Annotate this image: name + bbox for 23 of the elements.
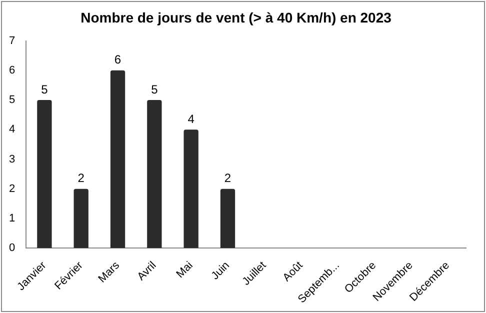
x-tick-label: Juin: [209, 260, 232, 282]
bar: [110, 70, 126, 248]
data-label: 2: [78, 171, 85, 186]
y-tick-label: 0: [8, 242, 16, 254]
bar: [147, 100, 162, 248]
data-label: 5: [151, 82, 158, 96]
data-label: 6: [114, 52, 122, 67]
y-tick-label: 3: [8, 153, 16, 166]
chart-title: Nombre de jours de vent (> à 40 Km/h) en 2023: [80, 9, 392, 26]
y-tick-label: 2: [8, 182, 16, 195]
data-label: 5: [41, 82, 48, 96]
data-label: 2: [224, 171, 232, 186]
bar: [74, 188, 88, 248]
y-tick-label: 5: [8, 94, 16, 106]
bar: [220, 188, 236, 248]
x-tick-label: Mai: [174, 260, 196, 281]
data-label: 4: [188, 112, 195, 126]
y-tick-label: 1: [8, 212, 16, 224]
bar: [184, 130, 198, 248]
y-tick-label: 6: [8, 64, 16, 76]
y-tick-label: 4: [8, 124, 16, 136]
y-tick-label: 7: [8, 34, 16, 47]
bar: [37, 100, 52, 248]
